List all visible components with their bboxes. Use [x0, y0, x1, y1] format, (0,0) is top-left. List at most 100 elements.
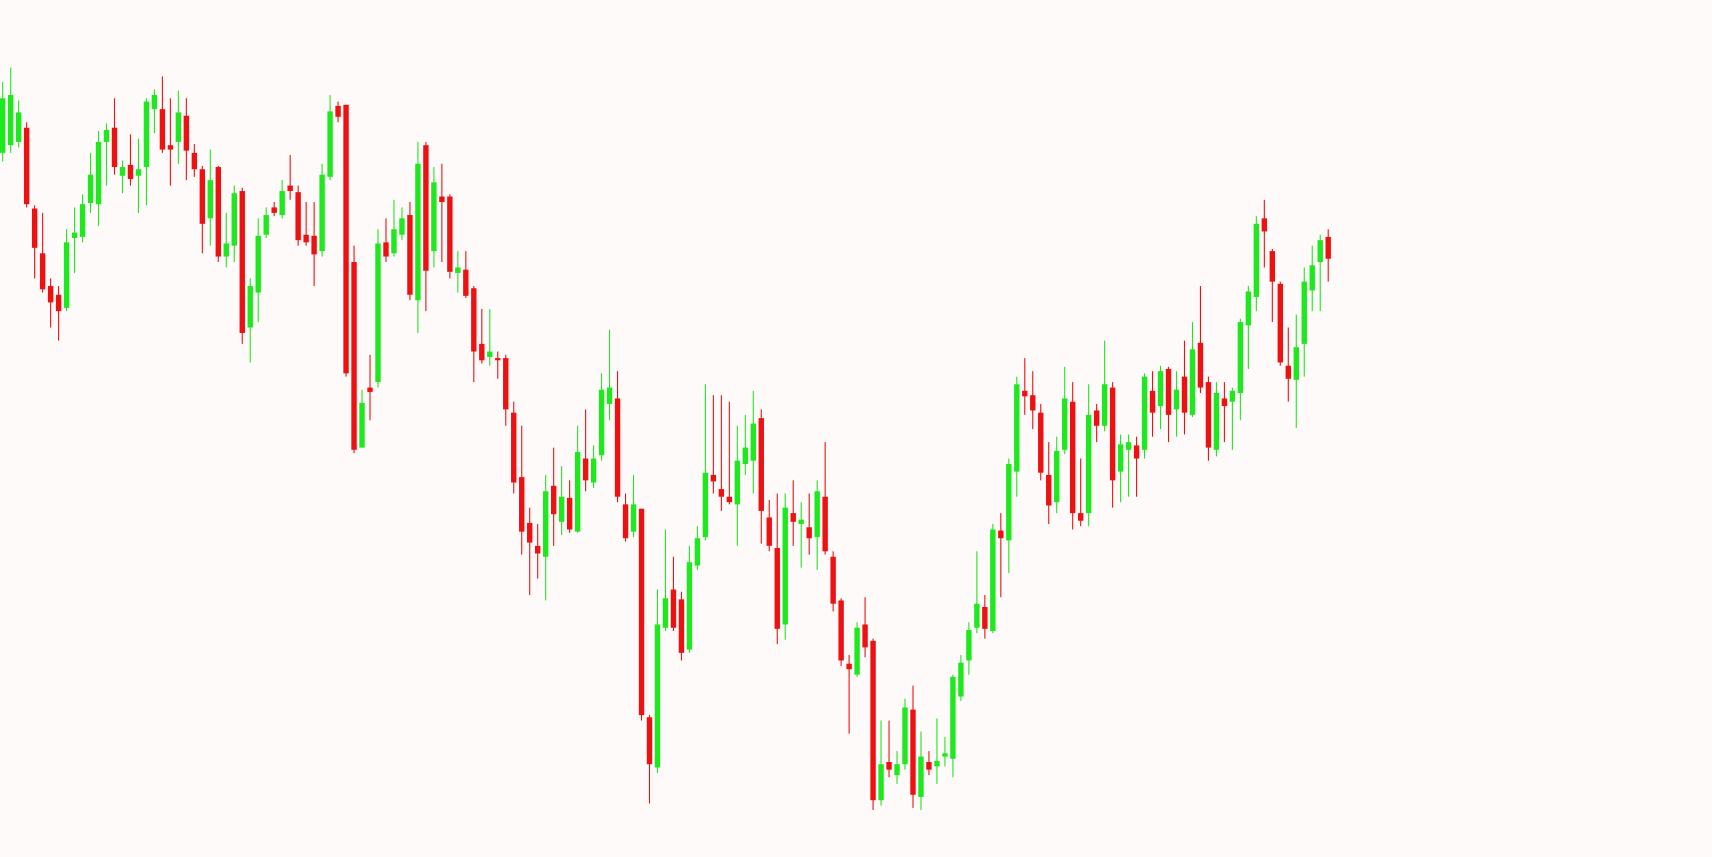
candle-body: [1157, 371, 1164, 407]
candle-body: [958, 662, 964, 697]
candle-body: [1285, 365, 1291, 379]
candle-body: [798, 519, 804, 525]
candle-body: [1038, 412, 1044, 473]
candle-body: [918, 756, 924, 797]
candle-body: [774, 548, 780, 629]
candle-body: [239, 191, 245, 333]
candle-body: [1165, 369, 1172, 415]
candle-body: [1133, 445, 1140, 459]
candle-body: [367, 387, 373, 392]
candle-body: [1245, 291, 1252, 326]
candle-body: [654, 624, 661, 768]
candle-body: [1237, 322, 1244, 394]
candle-body: [622, 504, 629, 539]
candle-body: [966, 629, 972, 661]
candle-body: [606, 387, 613, 404]
candle-body: [495, 358, 501, 361]
candle-body: [1277, 283, 1283, 363]
candle-body: [870, 640, 876, 801]
candle-body: [766, 517, 772, 546]
candle-body: [279, 191, 285, 216]
candle-body: [503, 358, 509, 410]
candle-body: [31, 208, 38, 248]
candle-body: [375, 243, 381, 383]
candle-body: [838, 600, 844, 661]
candle-body: [351, 262, 357, 450]
candle-body: [463, 269, 469, 296]
candle-body: [670, 589, 677, 628]
candle-body: [982, 606, 988, 629]
candle-body: [1093, 410, 1100, 426]
candle-body: [343, 104, 349, 374]
candle-body: [1125, 442, 1132, 450]
candle-body: [23, 127, 30, 205]
candle-body: [998, 530, 1004, 539]
candle-body: [391, 229, 397, 254]
candle-body: [223, 243, 229, 257]
candle-body: [191, 152, 198, 170]
candle-body: [207, 180, 214, 219]
candle-body: [934, 760, 940, 767]
candle-body: [630, 504, 637, 532]
candle-body: [926, 762, 932, 770]
candle-body: [167, 145, 174, 150]
candle-body: [71, 232, 78, 238]
candle-body: [1149, 390, 1156, 413]
candle-body: [1101, 384, 1108, 426]
candle-body: [311, 235, 317, 255]
candle-body: [1077, 513, 1084, 521]
candle-body: [638, 508, 645, 716]
candle-body: [1197, 342, 1204, 388]
candle-body: [574, 451, 581, 532]
candle-body: [447, 196, 453, 272]
candle-body: [0, 98, 6, 153]
candle-body: [990, 529, 996, 632]
candle-body: [471, 288, 477, 352]
candle-body: [455, 267, 461, 273]
candle-body: [1221, 398, 1228, 407]
candle-body: [1213, 393, 1220, 450]
candle-body: [1030, 395, 1036, 411]
candle-body: [910, 709, 916, 795]
candle-body: [519, 477, 525, 532]
candle-body: [1069, 401, 1076, 514]
candle-body: [1309, 265, 1315, 291]
candle-body: [1269, 251, 1276, 282]
candle-body: [199, 169, 206, 224]
candle-body: [287, 185, 293, 192]
candle-body: [263, 215, 269, 235]
candle-body: [271, 207, 277, 213]
candle-body: [359, 402, 365, 448]
candle-body: [814, 491, 820, 538]
candle-body: [383, 242, 389, 257]
candle-body: [1022, 390, 1028, 397]
candle-body: [55, 294, 62, 312]
candle-body: [582, 458, 589, 481]
candle-body: [678, 599, 685, 653]
candle-body: [415, 163, 421, 301]
candle-body: [1229, 390, 1236, 402]
candle-body: [119, 167, 126, 176]
candle-body: [183, 115, 190, 151]
candle-body: [303, 234, 309, 243]
candle-body: [646, 717, 653, 765]
candle-body: [566, 497, 573, 530]
candle-body: [894, 764, 900, 776]
candle-body: [550, 485, 557, 515]
candle-body: [1301, 281, 1307, 344]
candle-body: [295, 192, 301, 241]
candle-body: [1253, 223, 1260, 297]
candle-body: [15, 112, 22, 142]
candle-body: [39, 253, 46, 290]
candle-body: [846, 663, 852, 670]
candle-body: [1205, 382, 1212, 448]
candle-body: [662, 598, 669, 628]
candle-body: [103, 129, 110, 142]
candle-body: [750, 423, 756, 461]
candle-body: [830, 556, 836, 604]
candle-body: [1181, 376, 1188, 413]
candle-body: [1085, 414, 1092, 514]
candle-body: [950, 676, 956, 759]
candle-body: [902, 707, 908, 765]
